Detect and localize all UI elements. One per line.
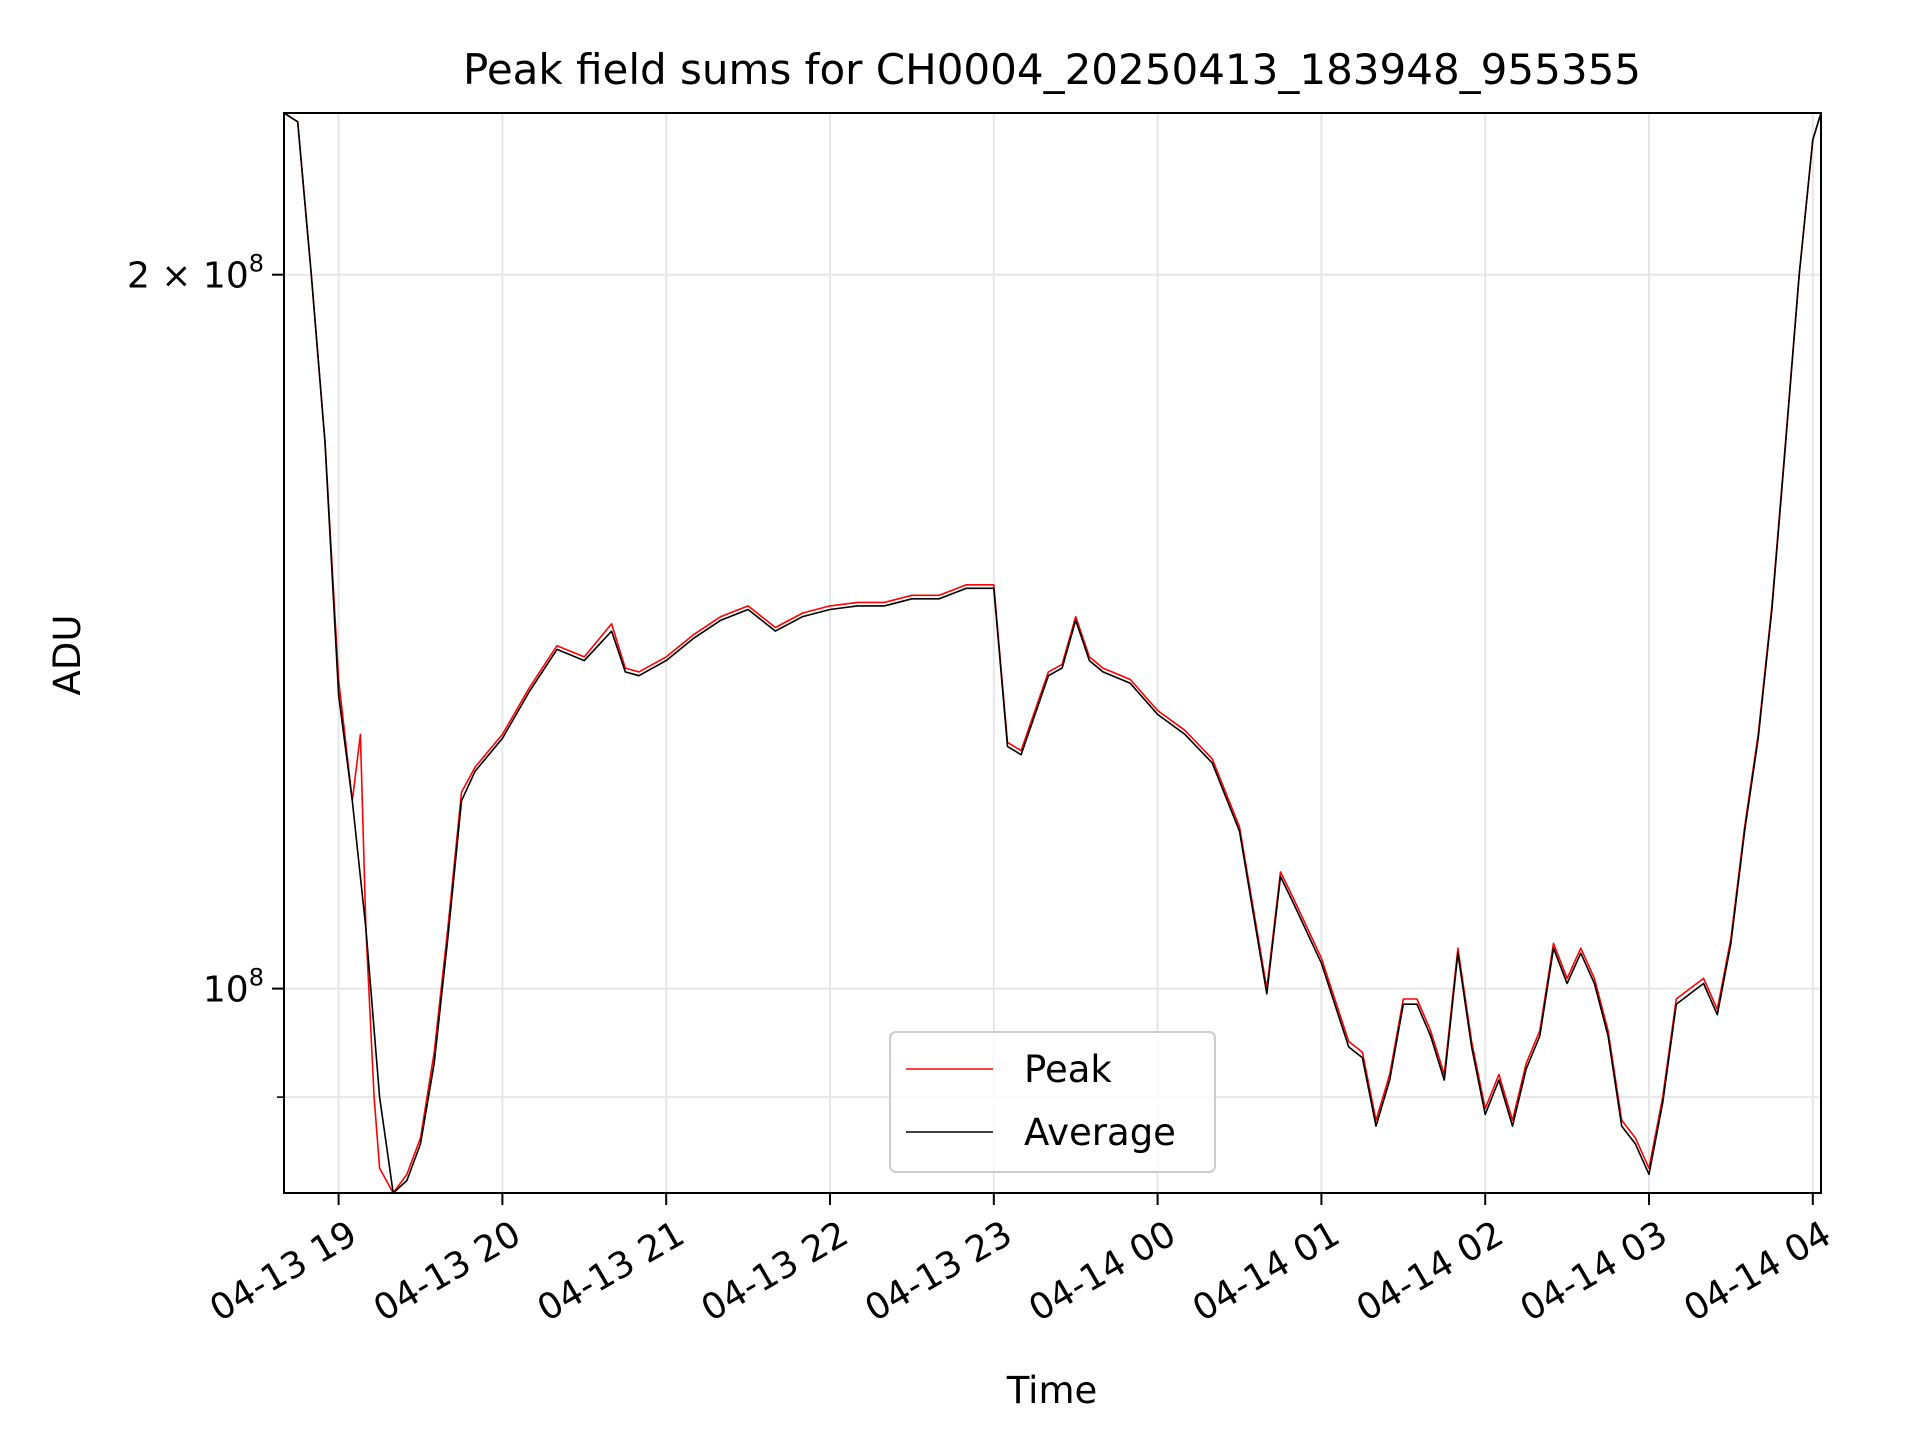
chart-title: Peak field sums for CH0004_20250413_1839… bbox=[463, 45, 1641, 94]
y-tick-label: 2 × 108 bbox=[127, 250, 264, 297]
x-tick-label: 04-14 00 bbox=[1022, 1213, 1183, 1329]
x-tick-label: 04-13 19 bbox=[203, 1213, 364, 1329]
x-tick-label: 04-14 02 bbox=[1350, 1213, 1511, 1329]
x-tick-label: 04-14 04 bbox=[1677, 1213, 1838, 1329]
x-tick-label: 04-13 20 bbox=[367, 1213, 528, 1329]
x-tick-label: 04-13 23 bbox=[858, 1213, 1019, 1329]
legend: Peak Average bbox=[889, 1031, 1216, 1173]
series-line-peak bbox=[284, 113, 1821, 1193]
legend-peak-label: Peak bbox=[1024, 1048, 1112, 1091]
plot-frame bbox=[283, 112, 1822, 1194]
x-tick-label: 04-13 22 bbox=[695, 1213, 856, 1329]
x-axis-label: Time bbox=[1006, 1369, 1098, 1412]
series-line-average bbox=[284, 113, 1821, 1193]
x-tick-label: 04-14 03 bbox=[1514, 1213, 1675, 1329]
legend-average-label: Average bbox=[1024, 1111, 1176, 1154]
x-tick-label: 04-14 01 bbox=[1186, 1213, 1347, 1329]
y-tick-label: 108 bbox=[203, 964, 264, 1011]
legend-box bbox=[889, 1031, 1216, 1173]
series-layer bbox=[284, 113, 1821, 1193]
y-axis-label: ADU bbox=[46, 615, 89, 696]
x-tick-label: 04-13 21 bbox=[531, 1213, 692, 1329]
